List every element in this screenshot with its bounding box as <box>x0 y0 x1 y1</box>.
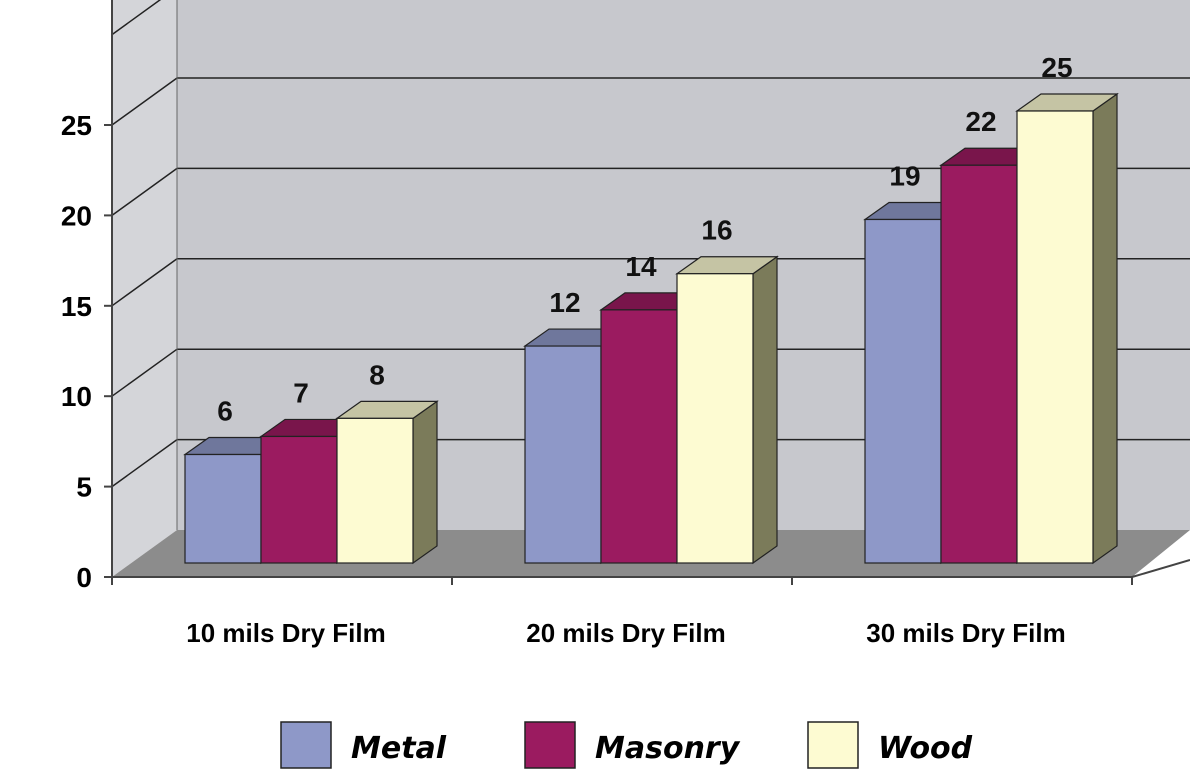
legend-swatch-masonry <box>524 721 576 769</box>
x-tick-labels: 10 mils Dry Film 20 mils Dry Film 30 mils … <box>186 618 1065 648</box>
x-label-10-mils-dry-film: 10 mils Dry Film <box>186 618 385 648</box>
data-label-wood-30-mils-dry-film: 25 <box>1041 52 1072 83</box>
legend-label-masonry: Masonry <box>595 731 741 766</box>
bar-wood-20-mils-dry-film <box>675 255 779 565</box>
y-tick-label: 15 <box>61 291 92 322</box>
bar-wood-30-mils-dry-film <box>1015 92 1119 565</box>
data-label-masonry-20-mils-dry-film: 14 <box>625 251 657 282</box>
floor-edge <box>1131 559 1190 578</box>
x-label-30-mils-dry-film: 30 mils Dry Film <box>866 618 1065 648</box>
legend: Metal Masonry Wood <box>280 721 973 769</box>
data-label-masonry-30-mils-dry-film: 22 <box>965 106 996 137</box>
legend-item-wood: Wood <box>807 721 973 769</box>
y-tick-labels: 0 5 10 15 20 25 <box>61 110 92 593</box>
axes <box>104 0 1190 585</box>
data-label-metal-20-mils-dry-film: 12 <box>549 287 580 318</box>
y-tick-label: 5 <box>76 472 92 503</box>
data-label-metal-10-mils-dry-film: 6 <box>217 396 233 427</box>
gridlines <box>111 0 1190 530</box>
y-tick-label: 25 <box>61 110 92 141</box>
data-label-metal-30-mils-dry-film: 19 <box>889 160 920 191</box>
y-tick-label: 20 <box>61 200 92 231</box>
legend-label-wood: Wood <box>878 731 973 766</box>
x-label-20-mils-dry-film: 20 mils Dry Film <box>526 618 725 648</box>
y-tick-label: 0 <box>76 562 92 593</box>
legend-label-metal: Metal <box>351 731 447 766</box>
bars <box>183 92 1119 565</box>
gridline <box>111 0 162 36</box>
data-label-wood-10-mils-dry-film: 8 <box>369 359 385 390</box>
legend-swatch-metal <box>280 721 332 769</box>
y-tick-label: 10 <box>61 381 92 412</box>
legend-item-metal: Metal <box>280 721 447 769</box>
data-labels: 6 7 8 12 14 16 19 22 25 <box>217 52 1072 427</box>
data-label-masonry-10-mils-dry-film: 7 <box>293 377 309 408</box>
bar-wood-10-mils-dry-film <box>335 400 439 565</box>
legend-item-masonry: Masonry <box>524 721 741 769</box>
legend-swatch-wood <box>807 721 859 769</box>
data-label-wood-20-mils-dry-film: 16 <box>701 215 732 246</box>
side-wall <box>112 0 177 577</box>
